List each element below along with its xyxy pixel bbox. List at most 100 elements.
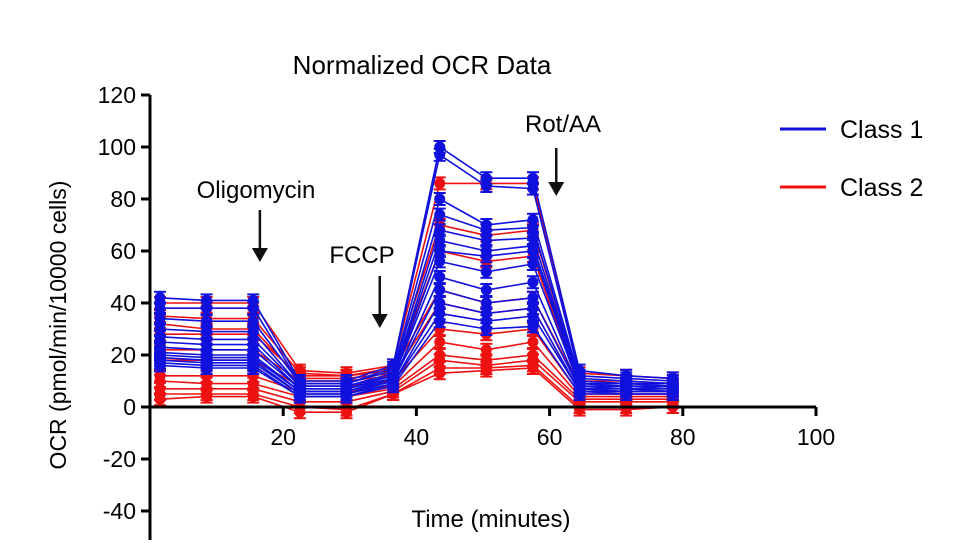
chart-title: Normalized OCR Data	[293, 50, 552, 80]
legend: Class 1 Class 2	[780, 116, 923, 202]
y-tick-label: 40	[110, 290, 136, 316]
legend-label: Class 1	[840, 116, 923, 144]
data-point	[247, 315, 259, 327]
data-point	[434, 271, 446, 283]
series-line	[159, 354, 673, 401]
data-point	[154, 393, 166, 405]
data-point	[154, 302, 166, 314]
series-line	[159, 153, 673, 385]
arrowhead-icon	[251, 248, 268, 262]
series-class-2	[153, 361, 679, 420]
data-point	[247, 391, 259, 403]
arrowhead-icon	[371, 314, 388, 328]
legend-item-class-1: Class 1	[780, 116, 923, 144]
y-axis-label: OCR (pmol/min/10000 cells)	[45, 181, 71, 470]
data-point	[480, 323, 492, 335]
annotations: Oligomycin FCCP Rot/AA	[197, 111, 601, 328]
series-line	[159, 359, 673, 403]
series-line	[159, 289, 673, 395]
data-point	[434, 297, 446, 309]
data-point	[294, 406, 306, 418]
data-point	[574, 388, 586, 400]
series-line	[159, 367, 673, 414]
series-line	[159, 341, 673, 398]
data-point	[434, 149, 446, 161]
x-axis-label: Time (minutes)	[411, 506, 570, 533]
data-point	[480, 235, 492, 247]
data-point	[527, 362, 539, 374]
data-point	[434, 367, 446, 379]
annotation-oligomycin: Oligomycin	[197, 177, 316, 262]
data-point	[527, 276, 539, 288]
data-point	[340, 391, 352, 403]
annotation-rot-aa: Rot/AA	[525, 111, 601, 196]
y-tick-label: -40	[103, 498, 136, 524]
data-point	[434, 193, 446, 205]
series-line	[159, 182, 673, 380]
series-line	[159, 312, 673, 398]
data-point	[434, 315, 446, 327]
series-line	[159, 145, 673, 382]
data-point	[201, 315, 213, 327]
data-point	[480, 365, 492, 377]
data-point	[527, 292, 539, 304]
y-tick-label: 80	[110, 186, 136, 212]
series-line	[159, 320, 673, 398]
data-point	[154, 292, 166, 304]
data-point	[434, 284, 446, 296]
data-point	[480, 250, 492, 262]
data-point	[527, 245, 539, 257]
data-point	[527, 222, 539, 234]
data-point	[247, 302, 259, 314]
data-point	[527, 172, 539, 184]
x-tick-label: 100	[797, 424, 835, 450]
y-tick-label: -20	[103, 446, 136, 472]
annotation-label: Oligomycin	[197, 177, 316, 204]
data-point	[527, 336, 539, 348]
data-point	[340, 406, 352, 418]
series-class-1	[153, 314, 679, 404]
data-point	[434, 336, 446, 348]
series-line	[159, 239, 673, 390]
data-point	[434, 209, 446, 221]
data-point	[480, 180, 492, 192]
data-point	[480, 266, 492, 278]
data-point	[480, 344, 492, 356]
y-tick-label: 120	[98, 82, 136, 108]
data-point	[434, 255, 446, 267]
series-line	[159, 197, 673, 385]
annotation-label: Rot/AA	[525, 111, 601, 138]
data-point	[434, 224, 446, 236]
data-point	[434, 245, 446, 257]
y-tick-label: 100	[98, 134, 136, 160]
data-point	[480, 224, 492, 236]
data-point	[620, 388, 632, 400]
y-tick-label: 0	[123, 394, 136, 420]
data-point	[154, 359, 166, 371]
data-point	[527, 320, 539, 332]
axes: 120 100 80 60 40 20 0 -20 -40 20 40 60 80 100	[98, 82, 835, 540]
data-point	[527, 310, 539, 322]
data-point	[201, 391, 213, 403]
data-point	[294, 391, 306, 403]
data-point	[434, 235, 446, 247]
arrowhead-icon	[548, 182, 565, 196]
data-point	[667, 388, 679, 400]
plot-area	[153, 140, 679, 420]
data-point	[527, 183, 539, 195]
data-point	[154, 313, 166, 325]
x-tick-label: 80	[670, 424, 696, 450]
x-tick-label: 40	[404, 424, 430, 450]
x-tick-label: 60	[537, 424, 563, 450]
series-line	[159, 213, 673, 388]
data-point	[247, 362, 259, 374]
x-tick-label: 20	[270, 424, 296, 450]
series-line	[159, 260, 673, 393]
annotation-fccp: FCCP	[329, 242, 395, 328]
data-point	[201, 302, 213, 314]
annotation-label: FCCP	[329, 242, 394, 269]
data-point	[480, 284, 492, 296]
y-tick-label: 20	[110, 342, 136, 368]
legend-item-class-2: Class 2	[780, 174, 923, 202]
